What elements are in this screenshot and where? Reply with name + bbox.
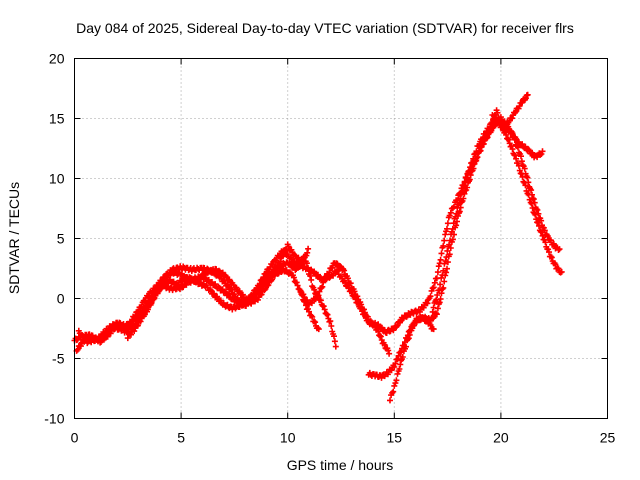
y-tick-label: -5 (52, 351, 65, 367)
x-axis-label: GPS time / hours (287, 457, 394, 473)
x-tick-label: 0 (71, 430, 79, 446)
series-track-7 (387, 314, 437, 404)
y-axis-label: SDTVAR / TECUs (6, 182, 22, 294)
x-tick-label: 15 (387, 430, 403, 446)
axis-ticks: 0 5 10 15 20 25 -10 -5 0 5 10 15 20 (44, 51, 615, 446)
data-point-marks (387, 314, 437, 404)
series-track-5 (297, 288, 322, 333)
series-track-8 (429, 91, 531, 315)
y-tick-label: 15 (49, 111, 65, 127)
data-point-marks (124, 260, 393, 357)
y-tick-label: 10 (49, 171, 65, 187)
plot-frame (74, 58, 608, 419)
x-tick-label: 10 (280, 430, 296, 446)
y-tick-label: 0 (57, 291, 65, 307)
chart-title: Day 084 of 2025, Sidereal Day-to-day VTE… (76, 20, 574, 36)
y-tick-label: 20 (49, 51, 65, 67)
series-track-4 (124, 260, 393, 357)
data-points (71, 91, 565, 404)
y-tick-label: 5 (57, 231, 65, 247)
data-point-marks (429, 91, 531, 315)
data-point-marks (489, 112, 565, 276)
series-track-3 (75, 253, 339, 350)
data-point-marks (297, 288, 322, 333)
x-tick-label: 25 (600, 430, 616, 446)
series-track-9 (489, 112, 565, 276)
y-tick-label: -10 (44, 411, 64, 427)
data-point-marks (75, 253, 339, 350)
x-tick-label: 5 (177, 430, 185, 446)
grid-lines (74, 58, 608, 419)
x-tick-label: 20 (493, 430, 509, 446)
